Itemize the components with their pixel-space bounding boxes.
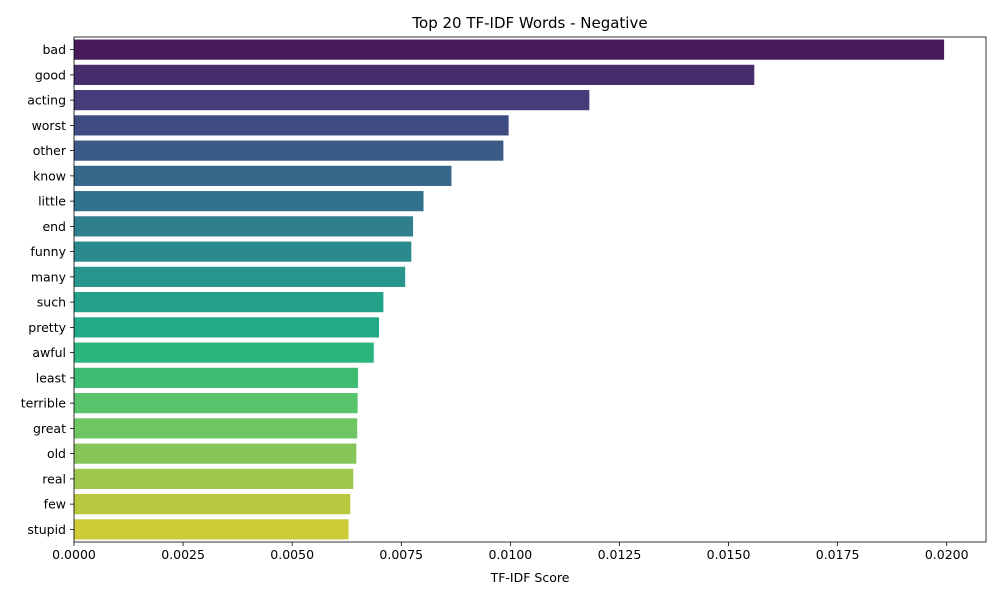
bars-group	[74, 39, 945, 540]
y-tick-label-other: other	[33, 143, 67, 158]
bar-know	[74, 165, 452, 186]
bar-stupid	[74, 519, 349, 540]
y-tick-label-such: such	[37, 295, 66, 310]
bar-old	[74, 443, 357, 464]
x-tick-label: 0.0175	[816, 547, 860, 562]
bar-bad	[74, 39, 945, 60]
y-tick-label-know: know	[33, 168, 66, 183]
x-tick-label: 0.0000	[52, 547, 96, 562]
y-tick-label-stupid: stupid	[27, 522, 66, 537]
x-tick-label: 0.0100	[488, 547, 532, 562]
x-tick-label: 0.0025	[161, 547, 205, 562]
bar-funny	[74, 241, 412, 262]
y-tick-label-bad: bad	[42, 42, 66, 57]
bar-end	[74, 216, 414, 237]
bar-pretty	[74, 317, 380, 338]
bar-awful	[74, 342, 374, 363]
bar-many	[74, 266, 406, 287]
x-tick-label: 0.0125	[598, 547, 642, 562]
y-tick-label-great: great	[33, 421, 66, 436]
y-tick-label-awful: awful	[32, 345, 66, 360]
bar-terrible	[74, 393, 358, 414]
x-tick-label: 0.0150	[707, 547, 751, 562]
y-tick-label-terrible: terrible	[21, 396, 67, 411]
x-tick-label: 0.0200	[925, 547, 969, 562]
bar-real	[74, 468, 354, 489]
bar-few	[74, 494, 351, 515]
y-tick-label-few: few	[44, 497, 66, 512]
bar-acting	[74, 90, 590, 111]
y-tick-label-funny: funny	[30, 244, 66, 259]
bar-other	[74, 140, 504, 161]
bar-good	[74, 64, 755, 85]
y-tick-label-pretty: pretty	[28, 320, 66, 335]
plot-frame	[73, 36, 987, 543]
x-axis: 0.0000 0.0025 0.0050 0.0075 0.0100 0.0125 0.01…	[52, 542, 969, 562]
y-tick-label-end: end	[42, 219, 66, 234]
y-tick-label-old: old	[47, 446, 66, 461]
y-axis: bad good acting worst other know little end funn…	[21, 42, 74, 537]
y-tick-label-many: many	[31, 269, 67, 284]
x-axis-title: TF-IDF Score	[490, 570, 570, 585]
bar-least	[74, 367, 359, 388]
y-tick-label-acting: acting	[27, 93, 66, 108]
x-tick-label: 0.0075	[379, 547, 423, 562]
x-tick-label: 0.0050	[270, 547, 314, 562]
y-tick-label-real: real	[42, 471, 66, 486]
bar-worst	[74, 115, 509, 136]
bar-such	[74, 292, 384, 313]
y-tick-label-little: little	[38, 194, 66, 209]
bar-great	[74, 418, 358, 439]
chart-title: Top 20 TF-IDF Words - Negative	[411, 14, 647, 32]
y-tick-label-least: least	[36, 370, 66, 385]
bar-little	[74, 191, 424, 212]
y-tick-label-worst: worst	[32, 118, 67, 133]
y-tick-label-good: good	[35, 67, 66, 82]
